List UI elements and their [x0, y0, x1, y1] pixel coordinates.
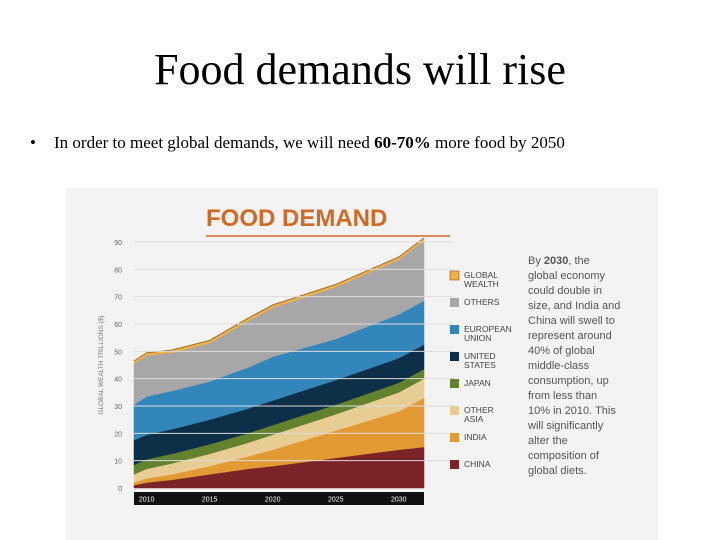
legend-swatch-european-union	[450, 325, 459, 334]
y-tick-label: 70	[114, 295, 122, 302]
annotation-line: middle-class	[528, 360, 590, 372]
legend-swatch-united-states	[450, 352, 459, 361]
legend-label-european-union: UNION	[464, 333, 491, 343]
y-tick-label: 50	[114, 349, 122, 356]
x-tick-label: 2010	[139, 497, 155, 504]
legend-swatch-others	[450, 298, 459, 307]
bullet-text-bold: 60-70%	[374, 133, 431, 152]
y-tick-label: 30	[114, 404, 122, 411]
annotation-line: represent around	[528, 330, 612, 342]
legend-swatch-other-asia	[450, 406, 459, 415]
legend-label-india: INDIA	[464, 432, 487, 442]
annotation-line: 10% in 2010. This	[528, 405, 616, 417]
annotation-line: from less than	[528, 390, 597, 402]
slide-title: Food demands will rise	[154, 45, 566, 94]
annotation-line: could double in	[528, 285, 602, 297]
x-tick-label: 2025	[328, 497, 344, 504]
annotation-line: alter the	[528, 435, 568, 447]
annotation-line: global economy	[528, 270, 606, 282]
y-axis-label: GLOBAL WEALTH TRILLIONS ($)	[98, 315, 105, 414]
chart-title: FOOD DEMAND	[206, 205, 387, 232]
x-tick-label: 2015	[202, 497, 218, 504]
bullet-point: • In order to meet global demands, we wil…	[30, 133, 710, 153]
legend-label-united-states: UNITED	[464, 351, 496, 361]
legend-swatch-japan	[450, 379, 459, 388]
legend-label-european-union: EUROPEAN	[464, 324, 512, 334]
annotation-line: 40% of global	[528, 345, 595, 357]
bullet-text-after: more food by 2050	[430, 133, 565, 152]
x-tick-label: 2020	[265, 497, 281, 504]
legend-label-other-asia: ASIA	[464, 414, 484, 424]
annotation-line: China will swell to	[528, 315, 615, 327]
legend-swatch-china	[450, 460, 459, 469]
annotation-line: size, and India and	[528, 300, 620, 312]
x-axis-bar	[134, 492, 424, 505]
bullet-text-before: In order to meet global demands, we will…	[54, 133, 375, 152]
legend-label-china: CHINA	[464, 459, 491, 469]
legend-swatch-global-wealth	[449, 270, 460, 281]
annotation-line: consumption, up	[528, 375, 609, 387]
annotation-line: global diets.	[528, 465, 587, 477]
legend-swatch-india	[450, 433, 459, 442]
y-tick-label: 60	[114, 322, 122, 329]
legend-label-global-wealth: GLOBAL	[464, 270, 498, 280]
y-tick-label: 40	[114, 377, 122, 384]
y-tick-label: 80	[114, 267, 122, 274]
y-tick-label: 10	[114, 459, 122, 466]
annotation-line: By 2030, the	[528, 255, 590, 267]
legend-label-other-asia: OTHER	[464, 405, 494, 415]
annotation-line: will significantly	[527, 420, 604, 432]
legend-label-united-states: STATES	[464, 360, 496, 370]
y-tick-label: 0	[118, 486, 122, 493]
annotation-line: composition of	[528, 450, 600, 462]
legend-label-global-wealth: WEALTH	[464, 279, 499, 289]
legend-label-japan: JAPAN	[464, 378, 491, 388]
legend-label-others: OTHERS	[464, 297, 500, 307]
food-demand-figure: FOOD DEMAND 0 10 20 30 40 50 60 70 80 90 GLOBAL WE…	[66, 188, 658, 540]
x-tick-label: 2030	[391, 497, 407, 504]
y-tick-label: 90	[114, 240, 122, 247]
y-tick-label: 20	[114, 431, 122, 438]
bullet-dot-icon: •	[30, 133, 36, 152]
